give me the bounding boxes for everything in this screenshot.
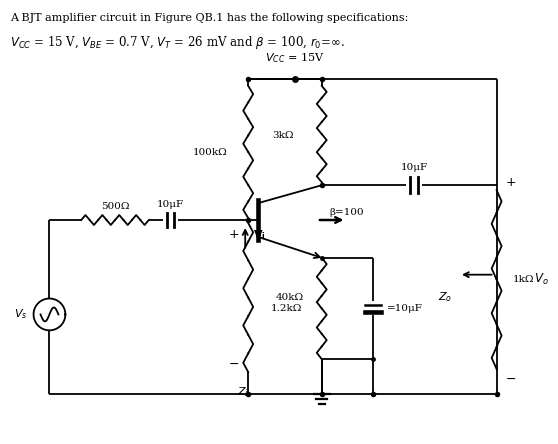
Text: $V_s$: $V_s$: [14, 308, 27, 321]
Text: 500Ω: 500Ω: [101, 202, 129, 210]
Text: β=100: β=100: [330, 207, 364, 217]
Text: 3kΩ: 3kΩ: [272, 131, 294, 140]
Text: $Z_i$: $Z_i$: [237, 385, 249, 399]
Text: $\mathbf{V_i}$: $\mathbf{V_i}$: [253, 228, 266, 242]
Text: 1kΩ: 1kΩ: [513, 275, 534, 284]
Text: =10μF: =10μF: [387, 304, 423, 313]
Text: +: +: [229, 228, 239, 242]
Text: −: −: [229, 357, 239, 371]
Text: 100kΩ: 100kΩ: [193, 148, 228, 158]
Text: A BJT amplifier circuit in Figure QB.1 has the following specifications:: A BJT amplifier circuit in Figure QB.1 h…: [9, 13, 408, 24]
Text: 1.2kΩ: 1.2kΩ: [271, 304, 302, 313]
Text: $V_{CC}$ = 15 V, $V_{BE}$ = 0.7 V, $V_T$ = 26 mV and $\beta$ = 100, $r_0$=$\inft: $V_{CC}$ = 15 V, $V_{BE}$ = 0.7 V, $V_T$…: [9, 34, 344, 51]
Text: 40kΩ: 40kΩ: [276, 293, 304, 302]
Text: $V_o$: $V_o$: [535, 272, 549, 287]
Text: 10μF: 10μF: [401, 163, 428, 172]
Text: $V_{CC}$ = 15V: $V_{CC}$ = 15V: [265, 51, 325, 65]
Text: $Z_o$: $Z_o$: [438, 291, 452, 305]
Text: −: −: [506, 373, 516, 385]
Text: 10μF: 10μF: [157, 200, 184, 209]
Text: +: +: [505, 176, 516, 189]
